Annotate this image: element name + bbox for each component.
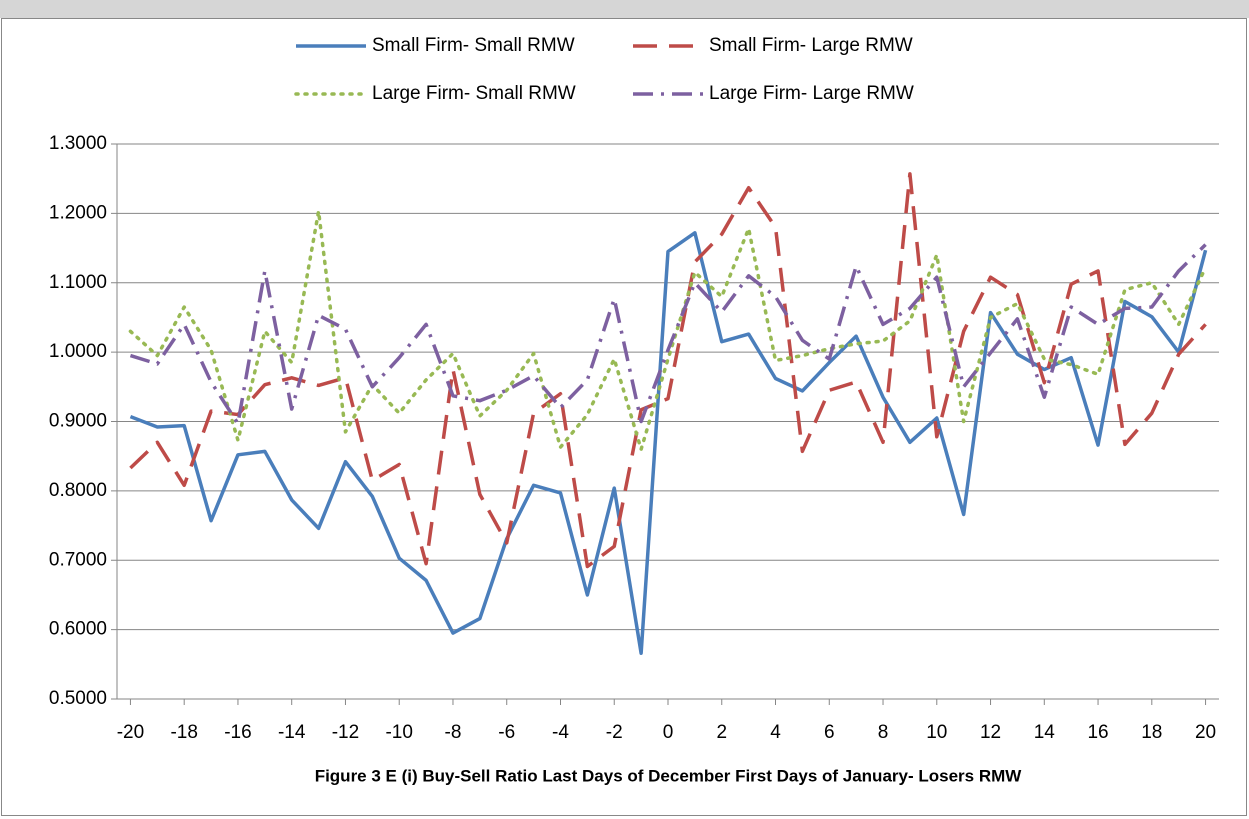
- y-tick-label: 0.7000: [49, 549, 107, 570]
- y-tick-label: 1.3000: [49, 133, 107, 154]
- y-tick-label: 0.5000: [49, 688, 107, 709]
- legend-label: Large Firm- Large RMW: [709, 83, 914, 104]
- legend-label: Large Firm- Small RMW: [372, 83, 576, 104]
- x-tick-label: -14: [278, 722, 306, 743]
- x-tick-label: 2: [716, 722, 727, 743]
- x-tick-label: -18: [170, 722, 197, 743]
- x-tick-label: 10: [926, 722, 947, 743]
- x-tick-label: -12: [332, 722, 359, 743]
- top-band: [0, 0, 1249, 18]
- y-tick-label: 0.6000: [49, 619, 107, 640]
- x-tick-label: -4: [552, 722, 569, 743]
- x-tick-label: -8: [445, 722, 462, 743]
- x-tick-label: -20: [117, 722, 144, 743]
- x-tick-label: -10: [385, 722, 412, 743]
- x-tick-label: 20: [1195, 722, 1216, 743]
- x-tick-label: 16: [1087, 722, 1108, 743]
- x-tick-label: 12: [980, 722, 1001, 743]
- x-tick-label: 8: [878, 722, 889, 743]
- x-tick-label: 18: [1141, 722, 1162, 743]
- x-tick-label: -16: [224, 722, 251, 743]
- y-tick-label: 1.1000: [49, 272, 107, 293]
- series-line: [129, 172, 1207, 569]
- x-tick-label: 14: [1034, 722, 1056, 743]
- chart-border: [1, 18, 1247, 816]
- y-tick-label: 1.2000: [49, 202, 107, 223]
- x-tick-label: -6: [498, 722, 515, 743]
- legend-label: Small Firm- Small RMW: [372, 35, 575, 56]
- y-tick-label: 1.0000: [49, 341, 107, 362]
- series-line: [129, 231, 1208, 655]
- y-tick-label: 0.9000: [49, 411, 107, 432]
- chart-title: Figure 3 E (i) Buy-Sell Ratio Last Days …: [315, 766, 1023, 785]
- x-tick-label: 4: [770, 722, 781, 743]
- x-tick-label: -2: [606, 722, 623, 743]
- x-tick-label: 6: [824, 722, 835, 743]
- x-tick-label: 0: [663, 722, 674, 743]
- series-line: [129, 243, 1207, 426]
- legend-label: Small Firm- Large RMW: [709, 35, 913, 56]
- y-tick-label: 0.8000: [49, 480, 107, 501]
